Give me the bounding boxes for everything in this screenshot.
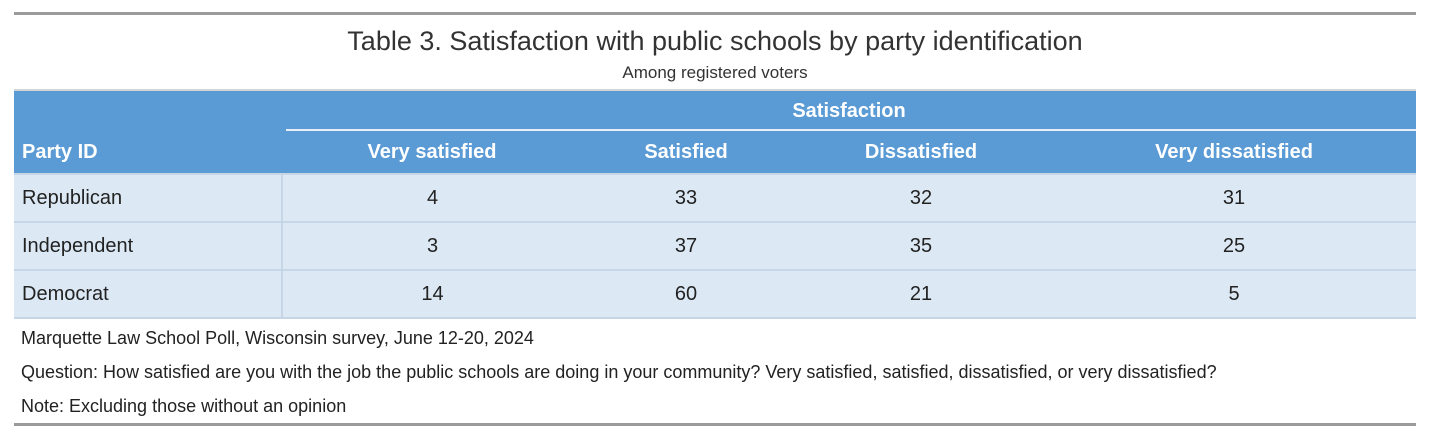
table-cell: 60 (582, 270, 790, 319)
table-cell: 4 (282, 175, 582, 223)
bottom-rule (14, 423, 1416, 426)
table-cell: 14 (282, 270, 582, 319)
table-container: Table 3. Satisfaction with public school… (14, 12, 1417, 426)
spanner-header: Satisfaction (282, 91, 1417, 131)
source-note: Marquette Law School Poll, Wisconsin sur… (21, 328, 534, 348)
column-header-very-satisfied: Very satisfied (282, 131, 582, 173)
row-label: Republican (14, 175, 283, 223)
table-cell: 32 (790, 175, 1052, 223)
row-label: Independent (14, 222, 283, 271)
column-header-very-dissatisfied: Very dissatisfied (1052, 131, 1417, 173)
row-label: Democrat (14, 270, 283, 319)
column-header-satisfied: Satisfied (582, 131, 790, 173)
spanner-label: Satisfaction (792, 99, 906, 122)
table-row: Independent 3 37 35 25 (14, 222, 1417, 271)
table-cell: 5 (1052, 270, 1417, 319)
table-cell: 37 (582, 222, 790, 271)
stub-header: Party ID (14, 131, 282, 173)
table-cell: 25 (1052, 222, 1417, 271)
header-rule (14, 89, 1416, 91)
table-cell: 3 (282, 222, 582, 271)
table-cell: 35 (790, 222, 1052, 271)
table-cell: 31 (1052, 175, 1417, 223)
question-note: Question: How satisfied are you with the… (21, 362, 1217, 382)
table-cell: 33 (582, 175, 790, 223)
table-title: Table 3. Satisfaction with public school… (347, 26, 1083, 56)
table-row: Democrat 14 60 21 5 (14, 270, 1417, 319)
table-subtitle: Among registered voters (622, 63, 808, 82)
table-cell: 21 (790, 270, 1052, 319)
top-rule (14, 12, 1416, 15)
spanner-underline (286, 129, 1417, 131)
table-row: Republican 4 33 32 31 (14, 175, 1417, 223)
data-table: Satisfaction Party ID Very satisfied Sat… (14, 91, 1417, 319)
exclusion-note: Note: Excluding those without an opinion (21, 396, 347, 416)
source-notes: Marquette Law School Poll, Wisconsin sur… (14, 319, 1416, 423)
header-bottom-border (14, 173, 1417, 175)
spanner-blank (14, 91, 282, 131)
column-header-dissatisfied: Dissatisfied (790, 131, 1052, 173)
